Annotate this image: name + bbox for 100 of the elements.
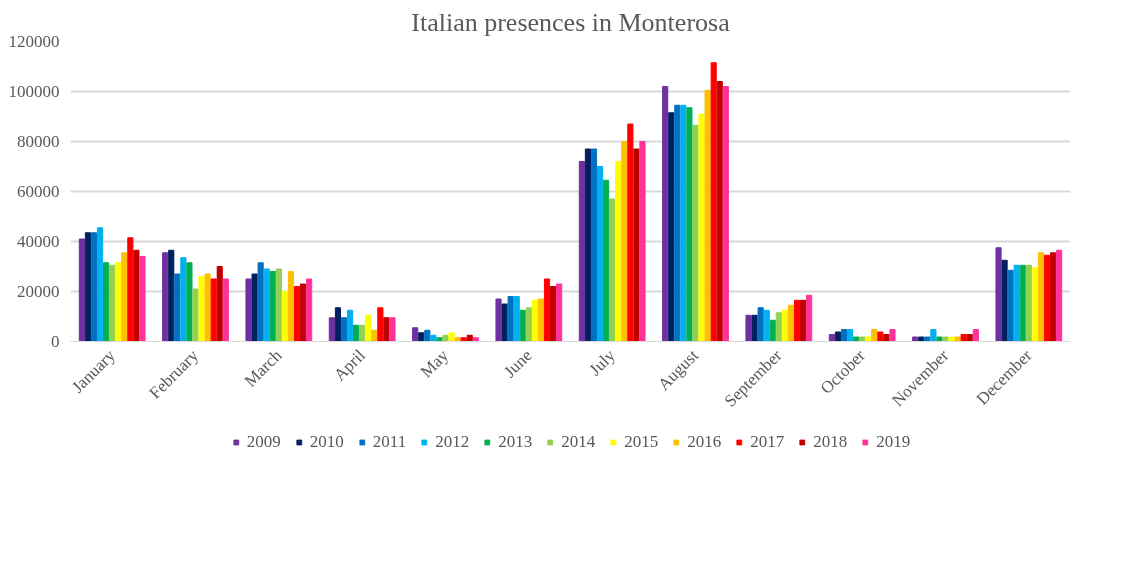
bar: [716, 81, 723, 342]
bar: [543, 278, 551, 342]
bar: [424, 329, 431, 342]
bar: [96, 227, 104, 342]
bar: [204, 273, 211, 342]
bar: [674, 104, 681, 342]
bar: [800, 299, 807, 342]
bar: [115, 262, 122, 342]
bar: [578, 161, 585, 342]
bar: [412, 327, 419, 342]
bar: [334, 307, 341, 342]
bar: [251, 273, 258, 342]
bar: [871, 329, 878, 342]
legend-label: 2013: [498, 432, 533, 452]
bar: [954, 336, 961, 342]
bar: [519, 309, 526, 342]
bar: [78, 238, 85, 342]
bar: [436, 337, 443, 342]
bar: [853, 336, 860, 342]
bar: [942, 336, 949, 342]
bar: [865, 336, 872, 342]
bar: [90, 232, 98, 342]
bar: [1043, 254, 1051, 342]
bar: [745, 314, 752, 342]
bar: [948, 336, 955, 342]
bar: [609, 198, 616, 342]
legend-label: 2017: [750, 432, 785, 452]
y-tick-label: 20000: [17, 282, 60, 301]
bar: [556, 283, 563, 342]
bar: [448, 332, 455, 342]
bar: [300, 283, 307, 342]
bar: [633, 148, 640, 342]
bar: [1031, 267, 1038, 342]
bar: [192, 288, 199, 342]
bar: [936, 336, 943, 342]
y-tick-label: 80000: [17, 132, 60, 151]
bar: [127, 237, 134, 342]
bar: [84, 232, 91, 342]
bar: [550, 286, 557, 342]
bar: [806, 294, 813, 342]
bar: [834, 331, 841, 342]
chart-title: Italian presences in Monterosa: [411, 7, 731, 37]
bar: [525, 307, 532, 342]
legend-label: 2018: [813, 432, 848, 452]
bar: [621, 141, 628, 342]
bar: [377, 307, 384, 342]
bar: [960, 334, 967, 342]
bar: [883, 334, 890, 342]
legend-label: 2015: [624, 432, 659, 452]
bar: [828, 334, 835, 342]
bar: [293, 286, 301, 342]
bar: [686, 107, 693, 342]
bar: [692, 124, 699, 342]
bar: [353, 324, 360, 342]
legend-label: 2019: [876, 432, 911, 452]
y-tick-label: 0: [51, 332, 60, 351]
bar: [501, 303, 508, 342]
bar: [109, 264, 116, 342]
bar: [454, 337, 461, 342]
bar: [787, 304, 795, 342]
bar: [103, 262, 110, 342]
bar: [793, 299, 801, 342]
bar: [537, 298, 545, 342]
bar: [430, 334, 437, 342]
bar: [757, 307, 764, 342]
bar: [912, 336, 919, 342]
legend-label: 2010: [309, 432, 344, 452]
bar: [174, 273, 181, 342]
bar: [359, 324, 366, 342]
bar: [162, 252, 169, 342]
bar: [269, 271, 276, 342]
y-tick-label: 100000: [8, 82, 60, 101]
bar: [710, 62, 717, 342]
bar: [596, 166, 604, 342]
bar: [966, 334, 973, 342]
bar: [389, 317, 396, 342]
legend-label: 2011: [372, 432, 407, 452]
bar: [210, 278, 217, 342]
bar: [507, 296, 514, 342]
y-tick-label: 60000: [17, 182, 60, 201]
bar: [775, 312, 782, 342]
x-tick-label: June: [500, 345, 536, 382]
bar: [1056, 249, 1063, 342]
bar: [668, 112, 675, 342]
bar: [263, 268, 270, 342]
bar: [924, 336, 931, 342]
bar: [930, 329, 937, 342]
bar: [889, 329, 896, 342]
bar: [722, 86, 729, 342]
bar: [371, 329, 378, 342]
bar: [346, 309, 354, 342]
bar: [751, 314, 758, 342]
bar: [639, 141, 646, 342]
bar: [245, 278, 252, 342]
bar: [365, 314, 372, 342]
bar: [180, 257, 187, 342]
bar: [531, 299, 538, 342]
x-tick-label: May: [416, 345, 453, 382]
bar: [995, 247, 1002, 342]
legend-label: 2012: [435, 432, 470, 452]
